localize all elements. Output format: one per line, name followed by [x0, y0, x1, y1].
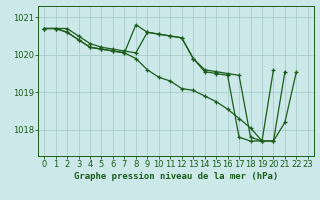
- X-axis label: Graphe pression niveau de la mer (hPa): Graphe pression niveau de la mer (hPa): [74, 172, 278, 181]
